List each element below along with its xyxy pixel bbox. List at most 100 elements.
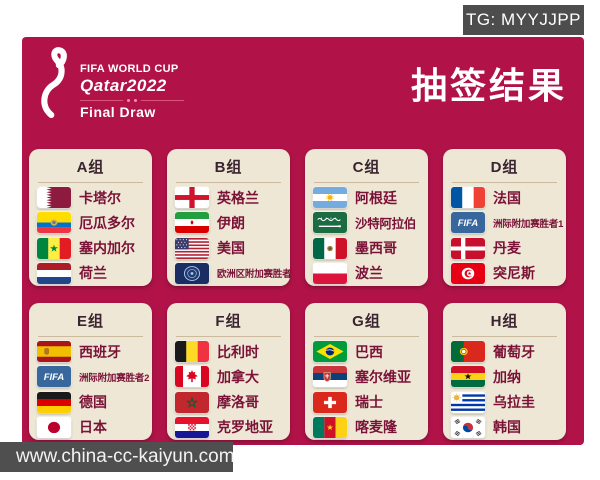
flag-ecuador-icon xyxy=(37,212,71,234)
flag-poland-icon xyxy=(313,262,347,284)
team-name: 加拿大 xyxy=(217,368,259,385)
team-row: 喀麦隆 xyxy=(305,416,428,438)
team-row: 丹麦 xyxy=(443,237,566,259)
team-row: 厄瓜多尔 xyxy=(29,212,152,234)
team-list: 阿根廷 沙特阿拉伯 墨西哥 波兰 xyxy=(305,185,428,286)
team-list: 巴西塞尔维亚瑞士喀麦隆 xyxy=(305,339,428,440)
telegram-badge-text: TG: MYYJJPP xyxy=(465,10,582,29)
team-row: FIFA 洲际附加赛胜者1 xyxy=(443,212,566,234)
team-name: 韩国 xyxy=(493,419,521,436)
flag-usa-icon xyxy=(175,237,209,259)
flag-uruguay-icon xyxy=(451,391,485,413)
team-name: 英格兰 xyxy=(217,189,259,206)
team-row: 波兰 xyxy=(305,262,428,284)
team-row: 巴西 xyxy=(305,341,428,363)
team-name: 伊朗 xyxy=(217,214,245,231)
team-name: 巴西 xyxy=(355,343,383,360)
team-list: 卡塔尔厄瓜多尔塞内加尔荷兰 xyxy=(29,185,152,286)
team-name: 喀麦隆 xyxy=(355,419,397,436)
draw-results-poster: FIFA WORLD CUP Qatar2022 Final Draw 抽签结果… xyxy=(22,37,584,445)
team-name: 日本 xyxy=(79,419,107,436)
flag-argentina-icon xyxy=(313,187,347,209)
team-row: 摩洛哥 xyxy=(167,391,290,413)
team-name: 塞内加尔 xyxy=(79,240,135,257)
team-row: 克罗地亚 xyxy=(167,416,290,438)
flag-mexico-icon xyxy=(313,237,347,259)
team-row: 欧洲区附加赛胜者 xyxy=(167,262,292,284)
group-title-divider xyxy=(176,182,281,183)
team-row: 伊朗 xyxy=(167,212,290,234)
group-card: C组阿根廷 沙特阿拉伯 墨西哥 波兰 xyxy=(305,149,428,286)
team-row: 日本 xyxy=(29,416,152,438)
flag-saudi-arabia-icon xyxy=(313,212,347,234)
team-name: 瑞士 xyxy=(355,394,383,411)
flag-croatia-icon xyxy=(175,416,209,438)
flag-japan-icon xyxy=(37,416,71,438)
team-name: 加纳 xyxy=(493,368,521,385)
flag-morocco-icon xyxy=(175,391,209,413)
flag-brazil-icon xyxy=(313,341,347,363)
flag-ghana-icon xyxy=(451,366,485,388)
team-name: 洲际附加赛胜者1 xyxy=(493,218,564,230)
telegram-badge: TG: MYYJJPP xyxy=(463,5,584,35)
team-row: 卡塔尔 xyxy=(29,187,152,209)
flag-denmark-icon xyxy=(451,237,485,259)
flag-qatar-icon xyxy=(37,187,71,209)
logo-divider xyxy=(80,99,184,102)
team-name: 塞尔维亚 xyxy=(355,368,411,385)
team-name: 西班牙 xyxy=(79,343,121,360)
team-name: 阿根廷 xyxy=(355,189,397,206)
team-name: 欧洲区附加赛胜者 xyxy=(217,269,292,281)
team-name: 卡塔尔 xyxy=(79,189,121,206)
group-title: C组 xyxy=(352,159,381,176)
group-title-divider xyxy=(176,336,281,337)
team-row: 塞尔维亚 xyxy=(305,366,428,388)
flag-france-icon xyxy=(451,187,485,209)
team-row: 比利时 xyxy=(167,341,290,363)
team-name: 丹麦 xyxy=(493,240,521,257)
team-row: 加纳 xyxy=(443,366,566,388)
flag-south-korea-icon xyxy=(451,416,485,438)
team-row: 德国 xyxy=(29,391,152,413)
poster-title: 抽签结果 xyxy=(410,65,567,106)
logo-line-qatar2022: Qatar2022 xyxy=(80,76,167,95)
svg-text:FIFA: FIFA xyxy=(44,373,64,383)
logo-line-final-draw: Final Draw xyxy=(80,104,156,120)
team-row: 塞内加尔 xyxy=(29,237,152,259)
team-name: 波兰 xyxy=(355,265,383,282)
group-card: H组 葡萄牙 加纳 乌拉圭 韩国 xyxy=(443,303,566,440)
team-list: 西班牙 FIFA 洲际附加赛胜者2 德国日本 xyxy=(29,339,152,440)
team-name: 荷兰 xyxy=(79,265,107,282)
flag-canada-icon xyxy=(175,366,209,388)
groups-row-bottom: E组 西班牙 FIFA 洲际附加赛胜者2 德国 日本 F组 比利时 加拿大 摩洛哥 克罗地亚 G组 巴西… xyxy=(29,303,566,440)
flag-switzerland-icon xyxy=(313,391,347,413)
flag-iran-icon xyxy=(175,212,209,234)
fifa-logo-text: FIFA WORLD CUP Qatar2022 Final Draw xyxy=(80,63,210,120)
flag-cameroon-icon xyxy=(313,416,347,438)
team-row: 瑞士 xyxy=(305,391,428,413)
badge-fifa-icon: FIFA xyxy=(451,212,485,234)
group-title: B组 xyxy=(214,159,243,176)
group-card: A组卡塔尔厄瓜多尔塞内加尔荷兰 xyxy=(29,149,152,286)
team-row: 阿根廷 xyxy=(305,187,428,209)
group-title: F组 xyxy=(215,313,242,330)
flag-belgium-icon xyxy=(175,341,209,363)
group-card: E组 西班牙 FIFA 洲际附加赛胜者2 德国 日本 xyxy=(29,303,152,440)
flag-netherlands-icon xyxy=(37,262,71,284)
flag-england-icon xyxy=(175,187,209,209)
group-card: B组英格兰伊朗美国欧洲区附加赛胜者 xyxy=(167,149,292,286)
team-name: 厄瓜多尔 xyxy=(79,214,135,231)
team-name: 德国 xyxy=(79,394,107,411)
group-title-divider xyxy=(452,182,557,183)
team-row: 美国 xyxy=(167,237,290,259)
group-title: D组 xyxy=(490,159,519,176)
group-card: G组 巴西 塞尔维亚 瑞士 喀麦隆 xyxy=(305,303,428,440)
team-row: 加拿大 xyxy=(167,366,290,388)
team-row: 葡萄牙 xyxy=(443,341,566,363)
group-title-divider xyxy=(38,336,143,337)
team-row: FIFA 洲际附加赛胜者2 xyxy=(29,366,152,388)
group-title: A组 xyxy=(76,159,105,176)
team-row: 法国 xyxy=(443,187,566,209)
watermark-url-text: www.china-cc-kaiyun.com xyxy=(16,446,235,467)
group-title-divider xyxy=(314,182,419,183)
